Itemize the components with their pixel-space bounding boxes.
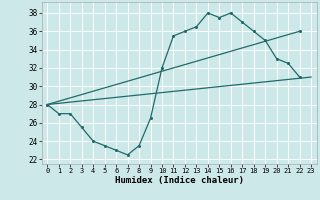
X-axis label: Humidex (Indice chaleur): Humidex (Indice chaleur) — [115, 176, 244, 185]
